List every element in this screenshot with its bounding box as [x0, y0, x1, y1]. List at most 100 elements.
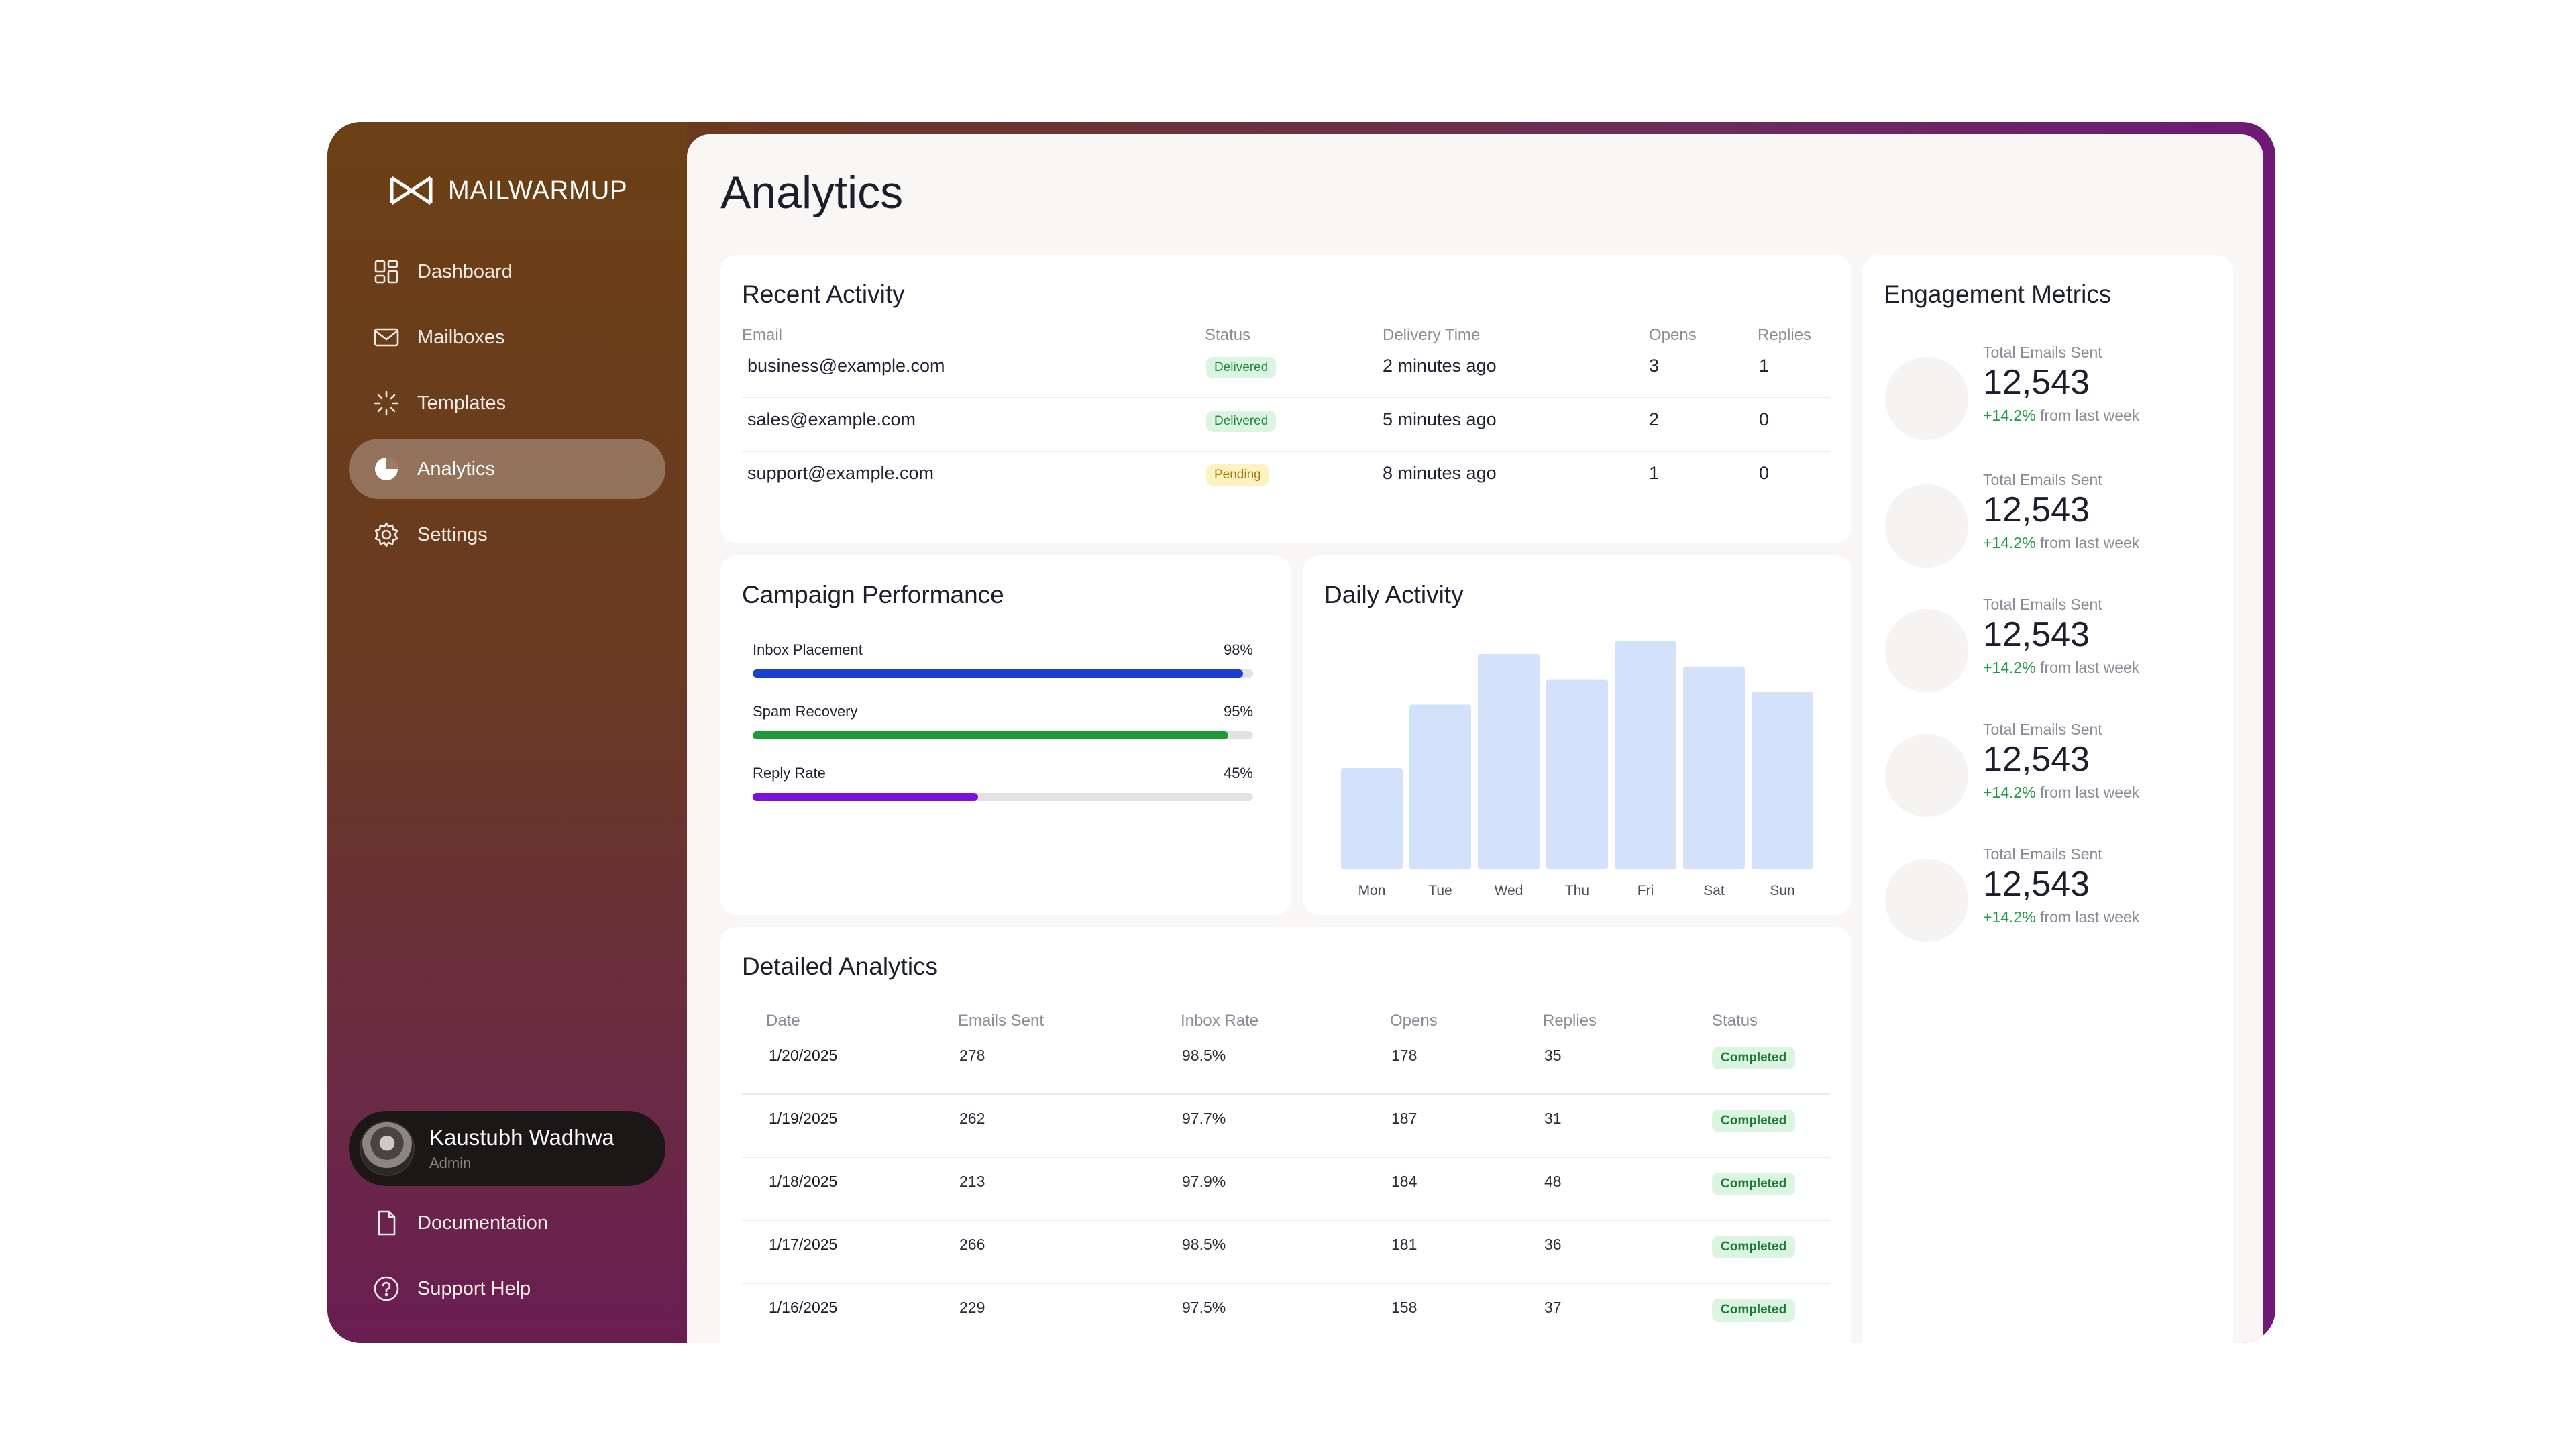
change-percent: +14.2% — [1983, 534, 2036, 551]
status-badge: Completed — [1712, 1110, 1796, 1132]
cell-inbox-rate: 97.5% — [1182, 1299, 1226, 1316]
sidebar-item-support[interactable]: Support Help — [349, 1258, 665, 1319]
metric-icon-placeholder — [1885, 859, 1968, 942]
chart-bar-sat[interactable] — [1683, 666, 1745, 869]
cell-email: business@example.com — [747, 356, 945, 376]
chart-bar-mon[interactable] — [1341, 767, 1403, 869]
column-header-status: Status — [1712, 1012, 1758, 1030]
pie-chart-icon — [375, 458, 398, 480]
cell-inbox-rate: 97.7% — [1182, 1110, 1226, 1127]
metric-reply-rate: Reply Rate 45% — [753, 765, 1253, 801]
table-row[interactable]: sales@example.com Delivered 5 minutes ag… — [742, 400, 1830, 452]
brand-name: MAILWARMUP — [448, 176, 628, 205]
mail-logo-icon — [390, 176, 433, 205]
table-row[interactable]: 1/18/2025 213 97.9% 184 48 Completed — [742, 1158, 1830, 1221]
metric-label: Spam Recovery — [753, 703, 858, 720]
campaign-performance-card: Campaign Performance Inbox Placement 98%… — [720, 555, 1291, 915]
dashboard-icon — [374, 260, 398, 284]
x-tick-label: Fri — [1638, 883, 1654, 898]
cell-replies: 48 — [1544, 1173, 1562, 1190]
column-header-email: Email — [742, 326, 783, 344]
table-row[interactable]: 1/16/2025 229 97.5% 158 37 Completed — [742, 1284, 1830, 1343]
cell-opens: 1 — [1649, 463, 1660, 483]
cell-replies: 1 — [1759, 356, 1770, 376]
metric-value: 45% — [1223, 765, 1253, 782]
cell-replies: 35 — [1544, 1046, 1562, 1064]
metric-spam-recovery: Spam Recovery 95% — [753, 703, 1253, 739]
metric-change: +14.2% from last week — [1983, 407, 2139, 425]
mail-icon — [374, 328, 399, 347]
sidebar-item-dashboard[interactable]: Dashboard — [349, 241, 665, 302]
brand[interactable]: MAILWARMUP — [389, 170, 628, 211]
metric-icon-placeholder — [1885, 734, 1968, 817]
cell-emails-sent: 229 — [959, 1299, 985, 1316]
chart-bar-fri[interactable] — [1615, 641, 1676, 869]
cell-date: 1/16/2025 — [769, 1299, 838, 1316]
cell-opens: 3 — [1649, 356, 1660, 376]
table-row[interactable]: business@example.com Delivered 2 minutes… — [742, 346, 1830, 398]
table-header: Date Emails Sent Inbox Rate Opens Replie… — [742, 1012, 1830, 1032]
metric-label: Reply Rate — [753, 765, 826, 782]
chart-bar-thu[interactable] — [1546, 679, 1608, 869]
metric-change: +14.2% from last week — [1983, 534, 2139, 552]
cell-date: 1/19/2025 — [769, 1110, 838, 1127]
cell-date: 1/20/2025 — [769, 1046, 838, 1064]
metric-icon-placeholder — [1885, 357, 1968, 440]
table-row[interactable]: 1/17/2025 266 98.5% 181 36 Completed — [742, 1221, 1830, 1284]
change-suffix: from last week — [2040, 659, 2140, 676]
user-profile-card[interactable]: Kaustubh Wadhwa Admin — [349, 1111, 665, 1186]
metric-label: Total Emails Sent — [1983, 720, 2102, 738]
sidebar-item-label: Mailboxes — [417, 326, 505, 348]
engagement-metric: Total Emails Sent 12,543 +14.2% from las… — [1885, 720, 2220, 821]
sidebar-item-label: Dashboard — [417, 260, 513, 282]
sidebar-item-mailboxes[interactable]: Mailboxes — [349, 307, 665, 368]
cell-replies: 0 — [1759, 409, 1770, 429]
cell-replies: 0 — [1759, 463, 1770, 483]
column-header-delivery-time: Delivery Time — [1383, 326, 1481, 344]
change-percent: +14.2% — [1983, 407, 2036, 424]
cell-opens: 178 — [1391, 1046, 1417, 1064]
status-badge: Completed — [1712, 1236, 1796, 1258]
metric-value: 12,543 — [1983, 615, 2090, 654]
metric-value: 12,543 — [1983, 363, 2090, 402]
cell-inbox-rate: 98.5% — [1182, 1046, 1226, 1064]
user-info: Kaustubh Wadhwa Admin — [429, 1125, 614, 1172]
cell-email: sales@example.com — [747, 409, 916, 429]
column-header-date: Date — [766, 1012, 800, 1030]
sidebar-item-settings[interactable]: Settings — [349, 504, 665, 565]
table-row[interactable]: support@example.com Pending 8 minutes ag… — [742, 453, 1830, 506]
table-row[interactable]: 1/20/2025 278 98.5% 178 35 Completed — [742, 1032, 1830, 1095]
chart-bar-wed[interactable] — [1478, 653, 1540, 869]
page-title: Analytics — [720, 167, 904, 218]
x-tick-label: Sun — [1770, 883, 1794, 898]
cell-emails-sent: 278 — [959, 1046, 985, 1064]
status-badge: Delivered — [1206, 357, 1277, 378]
metric-label: Total Emails Sent — [1983, 343, 2102, 361]
column-header-opens: Opens — [1649, 326, 1697, 344]
sidebar-item-documentation[interactable]: Documentation — [349, 1193, 665, 1253]
chart-title: Daily Activity — [1324, 581, 1464, 608]
progress-fill — [753, 731, 1228, 739]
sidebar-nav: Dashboard Mailboxes Templates Analyt — [349, 241, 665, 570]
change-percent: +14.2% — [1983, 659, 2036, 676]
column-header-replies: Replies — [1543, 1012, 1597, 1030]
app-window: MAILWARMUP Dashboard Mailboxes T — [327, 122, 2275, 1343]
sidebar-item-templates[interactable]: Templates — [349, 373, 665, 433]
metric-value: 12,543 — [1983, 740, 2090, 779]
x-tick-label: Mon — [1358, 883, 1386, 898]
metric-change: +14.2% from last week — [1983, 908, 2139, 926]
cell-opens: 2 — [1649, 409, 1660, 429]
cell-opens: 158 — [1391, 1299, 1417, 1316]
chart-bar-sun[interactable] — [1752, 692, 1813, 869]
metric-label: Total Emails Sent — [1983, 845, 2102, 863]
recent-activity-card: Recent Activity Email Status Delivery Ti… — [720, 255, 1851, 543]
column-header-emails-sent: Emails Sent — [958, 1012, 1044, 1030]
change-suffix: from last week — [2040, 407, 2140, 424]
table-row[interactable]: 1/19/2025 262 97.7% 187 31 Completed — [742, 1095, 1830, 1158]
cell-delivery-time: 8 minutes ago — [1383, 463, 1497, 483]
sidebar-item-analytics[interactable]: Analytics — [349, 439, 665, 499]
cell-inbox-rate: 98.5% — [1182, 1236, 1226, 1253]
metric-label: Total Emails Sent — [1983, 471, 2102, 488]
chart-bar-tue[interactable] — [1409, 704, 1471, 869]
metric-change: +14.2% from last week — [1983, 659, 2139, 677]
